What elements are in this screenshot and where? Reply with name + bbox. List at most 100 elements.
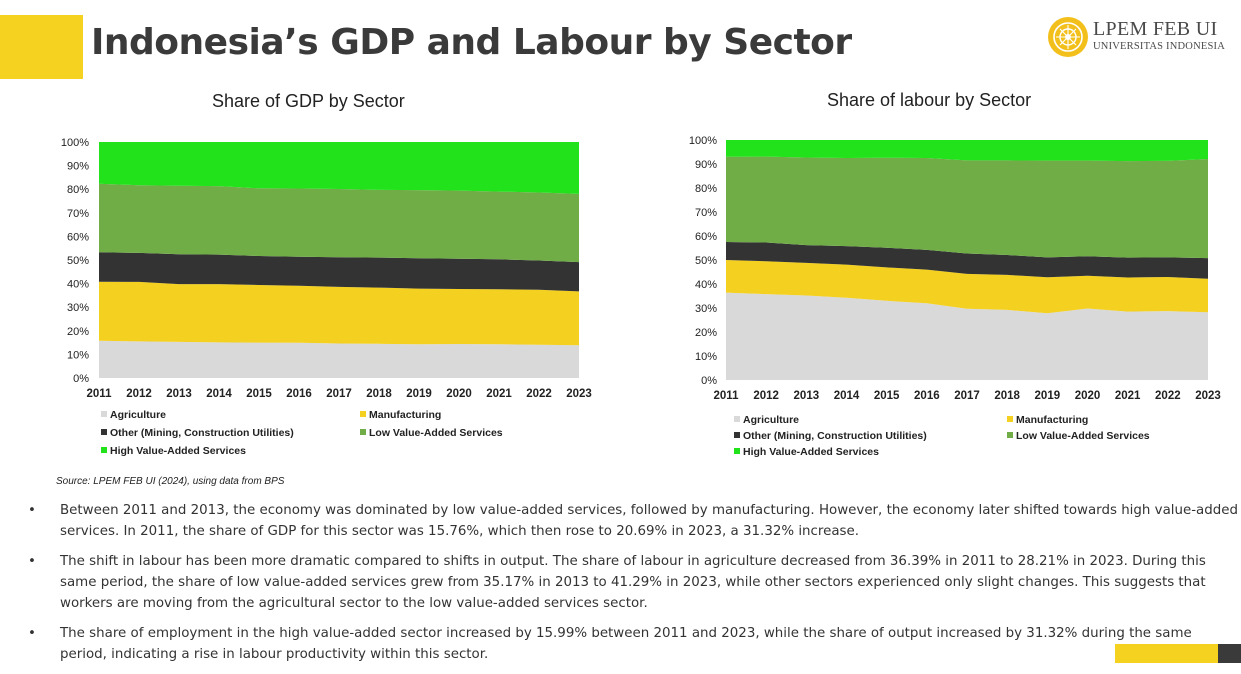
gdp-y-tick-label: 0% [73,373,89,385]
labour-area-low-value-added-services [726,156,1208,259]
gdp-legend-swatch [101,447,107,453]
labour-x-tick-label: 2012 [753,390,779,402]
labour-legend-swatch [1007,416,1013,422]
bullet-glyph: • [28,626,36,641]
labour-area-agriculture [726,292,1208,380]
gdp-chart-title: Share of GDP by Sector [212,91,405,111]
page-title: Indonesia’s GDP and Labour by Sector [91,22,852,63]
labour-legend-label: Agriculture [743,414,799,426]
lpem-logo: LPEM FEB UI UNIVERSITAS INDONESIA [1047,14,1237,60]
labour-legend-swatch [1007,432,1013,438]
gdp-chart: 0% 10% 20% 30% 40% 50% 60% 70% 80% 90% 100% 2011 201… [61,137,592,457]
bullet-text: The share of employment in the high valu… [60,626,1192,662]
gdp-y-tick-label: 60% [67,231,89,243]
bullet-glyph: • [28,503,36,518]
labour-x-tick-label: 2018 [994,390,1020,402]
labour-legend-swatch [734,432,740,438]
labour-y-tick-label: 20% [695,327,717,339]
labour-y-tick-label: 10% [695,351,717,363]
gdp-x-tick-label: 2012 [126,388,152,400]
labour-y-tick-label: 60% [695,231,717,243]
gdp-y-tick-label: 70% [67,208,89,220]
gdp-y-tick-label: 10% [67,349,89,361]
gdp-legend-swatch [360,411,366,417]
labour-x-tick-label: 2020 [1075,390,1101,402]
labour-y-tick-label: 0% [701,375,717,387]
gdp-y-tick-label: 20% [67,326,89,338]
labour-x-tick-label: 2022 [1155,390,1181,402]
labour-x-tick-label: 2021 [1115,390,1141,402]
labour-chart: 0% 10% 20% 30% 40% 50% 60% 70% 80% 90% 100% 2011 201… [689,135,1221,458]
labour-area-manufacturing [726,260,1208,314]
labour-chart-title: Share of labour by Sector [827,90,1032,110]
gdp-legend-swatch [101,411,107,417]
labour-legend-swatch [734,448,740,454]
labour-legend-swatch [734,416,740,422]
gdp-y-tick-label: 80% [67,184,89,196]
gdp-x-tick-label: 2023 [566,388,592,400]
gdp-area-agriculture [99,340,579,378]
labour-x-tick-label: 2014 [834,390,860,402]
logo-name: LPEM FEB UI [1093,18,1218,40]
gdp-x-tick-label: 2021 [486,388,512,400]
gdp-legend-swatch [101,429,107,435]
gdp-area-high-value-added-services [99,142,579,194]
labour-legend-label: Low Value-Added Services [1016,430,1150,442]
labour-legend-label: Manufacturing [1016,414,1088,426]
gdp-area-other-mining-construction-utilities- [99,252,579,292]
bullet-list: • Between 2011 and 2013, the economy was… [28,500,1238,674]
labour-area-high-value-added-services [726,140,1208,162]
logo-subtitle: UNIVERSITAS INDONESIA [1093,41,1225,52]
gdp-x-tick-label: 2018 [366,388,392,400]
labour-area-other-mining-construction-utilities- [726,242,1208,279]
gdp-x-tick-label: 2017 [326,388,352,400]
labour-y-tick-label: 30% [695,303,717,315]
footer-accent-yellow [1115,644,1218,663]
makara-seal-icon [1048,17,1088,57]
gdp-area-manufacturing [99,281,579,346]
gdp-y-tick-label: 40% [67,279,89,291]
gdp-x-tick-label: 2014 [206,388,232,400]
labour-y-tick-label: 70% [695,207,717,219]
labour-x-tick-label: 2017 [954,390,980,402]
title-accent-block [0,15,83,79]
labour-y-tick-label: 100% [689,135,717,147]
labour-x-tick-label: 2019 [1035,390,1061,402]
labour-y-tick-label: 40% [695,279,717,291]
charts-canvas: 0% 10% 20% 30% 40% 50% 60% 70% 80% 90% 100% 2011 201… [61,135,1221,458]
gdp-x-tick-label: 2016 [286,388,312,400]
bullet-text: The shift in labour has been more dramat… [60,554,1206,611]
bullet-glyph: • [28,554,36,569]
gdp-legend-label: Agriculture [110,409,166,421]
gdp-y-tick-label: 30% [67,302,89,314]
labour-y-tick-label: 50% [695,255,717,267]
source-note: Source: LPEM FEB UI (2024), using data f… [56,476,285,487]
gdp-legend-label: Low Value-Added Services [369,427,503,439]
gdp-x-tick-label: 2011 [87,388,113,400]
labour-x-tick-label: 2013 [794,390,820,402]
labour-x-tick-label: 2015 [874,390,900,402]
footer-accent-dark [1218,644,1241,663]
labour-y-tick-label: 90% [695,159,717,171]
gdp-x-tick-label: 2020 [446,388,472,400]
gdp-x-tick-label: 2015 [246,388,272,400]
labour-y-tick-label: 80% [695,183,717,195]
labour-legend-label: High Value-Added Services [743,446,879,458]
gdp-legend-label: Other (Mining, Construction Utilities) [110,427,294,439]
bullet-item: • The share of employment in the high va… [28,623,1238,665]
gdp-legend-label: Manufacturing [369,409,441,421]
gdp-x-tick-label: 2019 [406,388,432,400]
bullet-text: Between 2011 and 2013, the economy was d… [60,503,1238,539]
gdp-y-tick-label: 100% [61,137,89,149]
gdp-x-tick-label: 2022 [526,388,552,400]
labour-x-tick-label: 2011 [714,390,740,402]
bullet-item: • Between 2011 and 2013, the economy was… [28,500,1238,542]
labour-x-tick-label: 2023 [1195,390,1221,402]
gdp-legend-label: High Value-Added Services [110,445,246,457]
gdp-legend-swatch [360,429,366,435]
labour-legend-label: Other (Mining, Construction Utilities) [743,430,927,442]
bullet-item: • The shift in labour has been more dram… [28,551,1238,614]
gdp-y-tick-label: 90% [67,161,89,173]
labour-x-tick-label: 2016 [914,390,940,402]
gdp-x-tick-label: 2013 [166,388,192,400]
